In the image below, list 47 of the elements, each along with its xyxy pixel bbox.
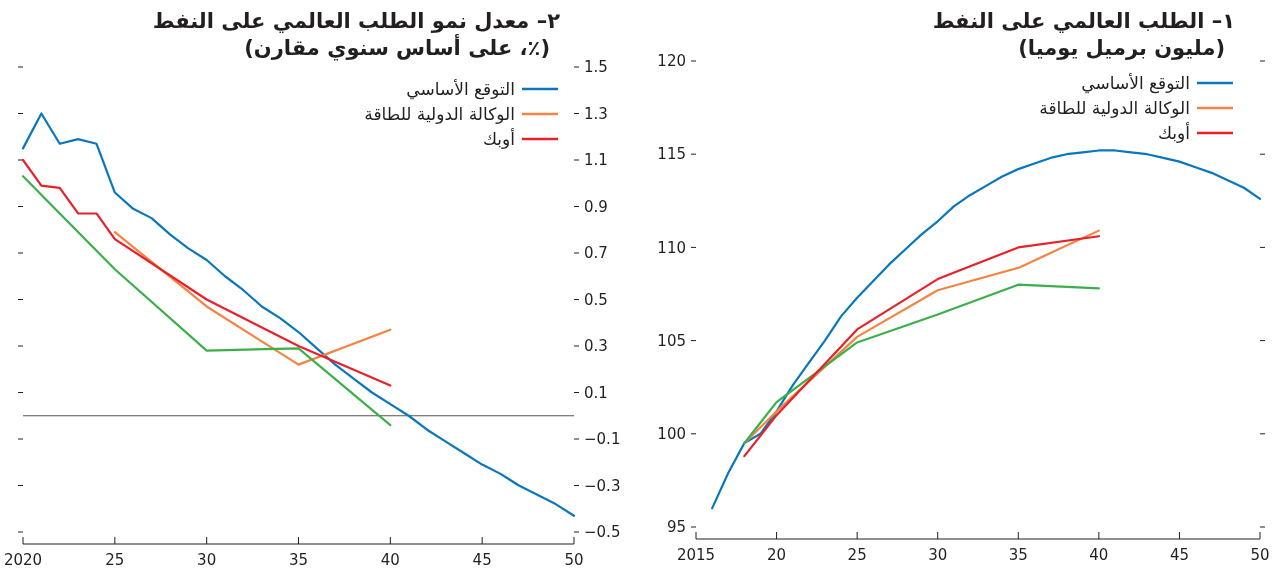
y-tick-label: 1.5 xyxy=(584,58,608,77)
x-tick-label: 50 xyxy=(1250,546,1270,564)
y-tick-label: 1.3 xyxy=(584,104,608,123)
y-tick-label: 0.1 xyxy=(584,383,608,402)
x-tick-label: 40 xyxy=(380,551,400,569)
y-tick-label: −0.5 xyxy=(584,523,621,542)
x-tick-label: 35 xyxy=(288,551,309,569)
y-tick-label: 0.5 xyxy=(584,290,608,309)
legend-label: أوبك xyxy=(1158,121,1190,143)
x-tick-label: 45 xyxy=(472,551,492,569)
x-tick-label: 35 xyxy=(1008,546,1028,564)
legend-label: التوقع الأساسي xyxy=(406,78,515,100)
y-tick-label: 95 xyxy=(666,518,686,537)
x-tick-label: 30 xyxy=(928,546,948,564)
y-tick-label: 120 xyxy=(657,52,686,71)
x-tick-label: 20 xyxy=(767,546,787,564)
y-tick-label: 100 xyxy=(657,425,686,444)
x-tick-label: 45 xyxy=(1169,546,1189,564)
x-tick-label: 25 xyxy=(847,546,867,564)
line-series xyxy=(21,158,392,387)
y-tick-label: 0.7 xyxy=(584,244,608,263)
legend-label: التوقع الأساسي xyxy=(1081,72,1190,94)
x-tick-label: 40 xyxy=(1089,546,1109,564)
x-tick-label: 25 xyxy=(105,551,125,569)
line-series xyxy=(743,283,1100,445)
legend-label: أوبك xyxy=(483,127,515,149)
y-tick-label: 115 xyxy=(657,145,686,164)
y-tick-label: −0.3 xyxy=(584,476,621,495)
y-tick-label: 1.1 xyxy=(584,151,608,170)
x-tick-label: 50 xyxy=(564,551,584,569)
chart-title: ٢– معدل نمو الطلب العالمي على النفط xyxy=(152,9,561,33)
line-series xyxy=(711,149,1262,510)
chart-title: ١– الطلب العالمي على النفط xyxy=(932,9,1235,33)
y-tick-label: 105 xyxy=(657,331,686,350)
legend-label: الوكالة الدولية للطاقة xyxy=(364,103,515,124)
x-tick-label: 2020 xyxy=(3,551,43,569)
x-tick-label: 30 xyxy=(197,551,217,569)
x-tick-label: 2015 xyxy=(676,546,716,564)
y-tick-label: 110 xyxy=(657,238,686,257)
y-tick-label: 0.3 xyxy=(584,337,608,356)
chart-subtitle: (٪، على أساس سنوي مقارن) xyxy=(244,33,550,61)
legend-label: الوكالة الدولية للطاقة xyxy=(1039,97,1190,118)
y-tick-label: −0.1 xyxy=(584,430,621,449)
line-series xyxy=(113,230,392,366)
y-tick-label: 0.9 xyxy=(584,197,608,216)
chart-subtitle: (مليون برميل يوميا) xyxy=(1018,36,1225,60)
line-series xyxy=(21,175,392,427)
